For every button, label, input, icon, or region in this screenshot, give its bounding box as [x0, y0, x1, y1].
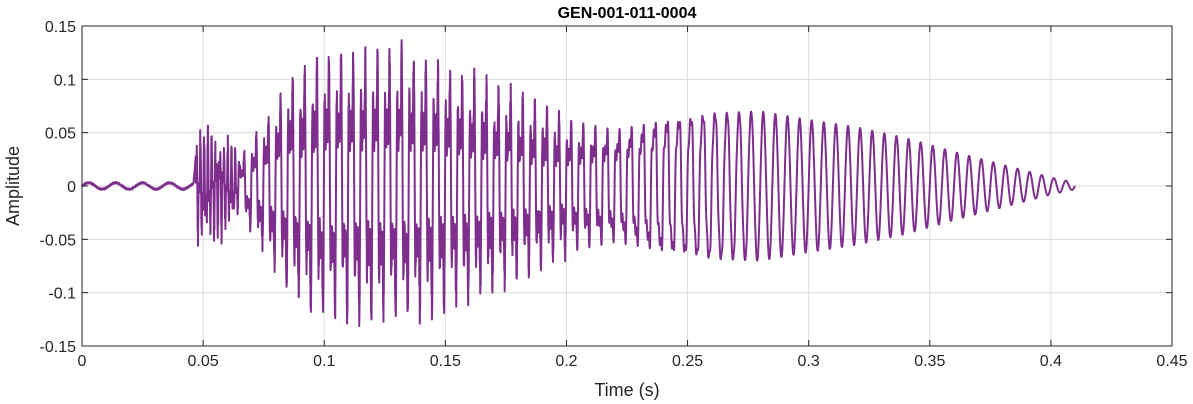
- y-tick-label: 0.15: [45, 19, 76, 36]
- y-tick-label: -0.15: [40, 339, 77, 356]
- x-tick-label: 0.3: [798, 353, 820, 370]
- waveform-series-line: [81, 39, 1076, 328]
- x-tick-label: 0.25: [672, 353, 703, 370]
- x-axis-label: Time (s): [594, 380, 659, 400]
- x-tick-label: 0.1: [313, 353, 335, 370]
- y-tick-label: -0.05: [40, 232, 77, 249]
- x-tick-label: 0.2: [555, 353, 577, 370]
- y-axis-label: Amplitude: [3, 146, 23, 226]
- x-tick-label: 0.05: [188, 353, 219, 370]
- plot-area: [81, 39, 1076, 328]
- x-tick-label: 0.45: [1156, 353, 1187, 370]
- y-tick-label: 0.1: [54, 72, 76, 89]
- y-tick-label: 0.05: [45, 126, 76, 143]
- x-tick-label: 0.35: [914, 353, 945, 370]
- y-tick-label: 0: [67, 179, 76, 196]
- x-tick-label: 0.4: [1040, 353, 1062, 370]
- y-tick-label: -0.1: [48, 286, 76, 303]
- chart-title: GEN-001-011-0004: [558, 5, 697, 22]
- x-tick-label: 0.15: [430, 353, 461, 370]
- ticks: 0 0.05 0.1 0.15 0.2 0.25 0.3 0.35 0.4 0.45 0.15 0.1…: [40, 19, 1188, 370]
- x-tick-label: 0: [78, 353, 87, 370]
